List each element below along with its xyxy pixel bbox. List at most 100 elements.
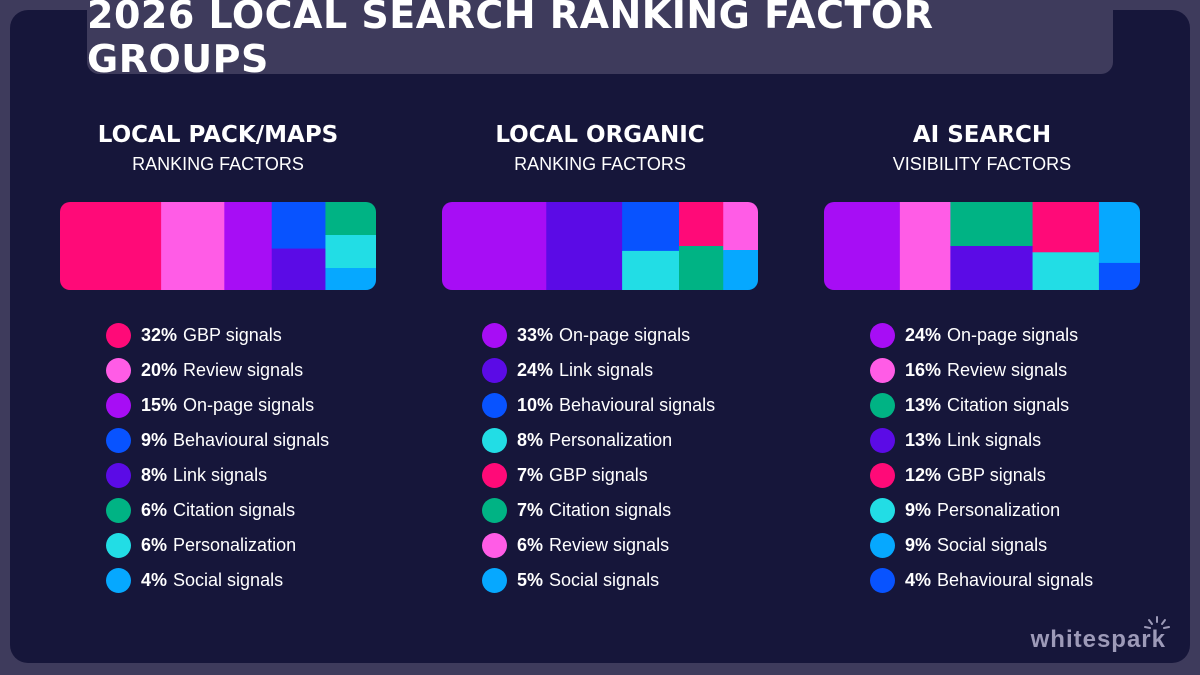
legend-dot bbox=[870, 533, 895, 558]
legend-dot bbox=[106, 498, 131, 523]
treemap-cell-link-signals bbox=[950, 246, 1034, 290]
panel-title: LOCAL PACK/MAPS bbox=[97, 122, 339, 148]
legend-item: 16% Review signals bbox=[870, 353, 1093, 388]
legend-percent: 9% bbox=[905, 500, 932, 520]
treemap-cell-link-signals bbox=[271, 248, 326, 290]
treemap-cell-on-page-signals bbox=[224, 202, 273, 290]
legend-local-organic: 33% On-page signals 24% Link signals 10% Beha… bbox=[482, 318, 715, 598]
legend-item: 13% Citation signals bbox=[870, 388, 1093, 423]
treemap-local-organic bbox=[442, 202, 758, 290]
chart-frame bbox=[10, 10, 1190, 663]
treemap-cell-gbp-signals bbox=[1032, 202, 1100, 253]
legend-dot bbox=[482, 498, 507, 523]
legend-dot bbox=[870, 568, 895, 593]
legend-label: GBP signals bbox=[183, 325, 282, 345]
legend-percent: 8% bbox=[517, 430, 544, 450]
legend-label: Personalization bbox=[937, 500, 1061, 520]
legend-percent: 16% bbox=[905, 360, 942, 380]
legend-item: 4% Social signals bbox=[106, 563, 329, 598]
legend-dot bbox=[482, 568, 507, 593]
legend-label: Review signals bbox=[549, 535, 670, 555]
legend-dot bbox=[482, 533, 507, 558]
legend-ai-search: 24% On-page signals 16% Review signals 13% Ci… bbox=[870, 318, 1093, 598]
legend-label: Behavioural signals bbox=[937, 570, 1094, 590]
treemap-cell-gbp-signals bbox=[60, 202, 162, 290]
legend-percent: 6% bbox=[141, 500, 168, 520]
treemap-cell-link-signals bbox=[546, 202, 623, 290]
legend-label: Personalization bbox=[173, 535, 297, 555]
spark-icon bbox=[1144, 616, 1170, 629]
legend-item: 24% On-page signals bbox=[870, 318, 1093, 353]
panel-local-pack: LOCAL PACK/MAPS RANKING FACTORS 32% GBP s… bbox=[28, 0, 408, 675]
treemap-cell-social-signals bbox=[325, 268, 376, 290]
whitespark-logo: whitespark bbox=[1030, 626, 1166, 653]
legend-label: Citation signals bbox=[549, 500, 672, 520]
legend-label: On-page signals bbox=[947, 325, 1079, 345]
legend-dot bbox=[106, 428, 131, 453]
treemap-cell-personalization bbox=[622, 250, 680, 290]
legend-dot bbox=[870, 463, 895, 488]
legend-item: 12% GBP signals bbox=[870, 458, 1093, 493]
legend-item: 9% Social signals bbox=[870, 528, 1093, 563]
chart-title: 2026 LOCAL SEARCH RANKING FACTOR GROUPS bbox=[87, 0, 934, 81]
panel-subtitle: RANKING FACTORS bbox=[132, 154, 304, 174]
legend-dot bbox=[106, 323, 131, 348]
legend-label: Link signals bbox=[559, 360, 654, 380]
treemap-cell-on-page-signals bbox=[824, 202, 901, 290]
treemap-cell-personalization bbox=[325, 235, 376, 269]
panel-title: AI SEARCH bbox=[912, 122, 1052, 148]
legend-label: Personalization bbox=[549, 430, 673, 450]
treemap-cell-behavioural-signals bbox=[622, 202, 680, 252]
treemap-cell-review-signals bbox=[899, 202, 951, 290]
panel-subtitle: VISIBILITY FACTORS bbox=[892, 154, 1072, 174]
legend-local-pack: 32% GBP signals 20% Review signals 15% On-pag… bbox=[106, 318, 329, 598]
treemap-cell-review-signals bbox=[723, 202, 758, 251]
panel-subtitle: RANKING FACTORS bbox=[514, 154, 686, 174]
legend-item: 6% Review signals bbox=[482, 528, 715, 563]
legend-percent: 10% bbox=[517, 395, 554, 415]
legend-item: 20% Review signals bbox=[106, 353, 329, 388]
legend-item: 4% Behavioural signals bbox=[870, 563, 1093, 598]
legend-percent: 24% bbox=[517, 360, 554, 380]
legend-dot bbox=[482, 463, 507, 488]
legend-dot bbox=[870, 393, 895, 418]
legend-item: 5% Social signals bbox=[482, 563, 715, 598]
legend-item: 32% GBP signals bbox=[106, 318, 329, 353]
legend-dot bbox=[870, 428, 895, 453]
legend-percent: 9% bbox=[905, 535, 932, 555]
legend-dot bbox=[106, 463, 131, 488]
treemap-ai-search bbox=[824, 202, 1140, 290]
legend-dot bbox=[482, 358, 507, 383]
legend-dot bbox=[482, 428, 507, 453]
legend-item: 15% On-page signals bbox=[106, 388, 329, 423]
legend-label: On-page signals bbox=[559, 325, 691, 345]
treemap-cell-citation-signals bbox=[679, 246, 724, 290]
legend-item: 9% Behavioural signals bbox=[106, 423, 329, 458]
treemap-local-pack bbox=[60, 202, 376, 290]
legend-item: 8% Personalization bbox=[482, 423, 715, 458]
legend-item: 33% On-page signals bbox=[482, 318, 715, 353]
legend-label: Citation signals bbox=[947, 395, 1070, 415]
legend-percent: 15% bbox=[141, 395, 178, 415]
treemap-cell-personalization bbox=[1032, 252, 1100, 290]
legend-percent: 20% bbox=[141, 360, 178, 380]
legend-item: 6% Personalization bbox=[106, 528, 329, 563]
panel-local-organic: LOCAL ORGANIC RANKING FACTORS 33% On-page… bbox=[410, 0, 790, 675]
treemap-cell-behavioural-signals bbox=[1098, 262, 1140, 290]
legend-label: Social signals bbox=[173, 570, 284, 590]
legend-label: GBP signals bbox=[549, 465, 648, 485]
legend-percent: 4% bbox=[905, 570, 932, 590]
legend-percent: 7% bbox=[517, 500, 544, 520]
legend-item: 10% Behavioural signals bbox=[482, 388, 715, 423]
treemap-cell-social-signals bbox=[723, 250, 758, 290]
treemap-cell-review-signals bbox=[161, 202, 225, 290]
panel-ai-search: AI SEARCH VISIBILITY FACTORS 24% On-page … bbox=[792, 0, 1172, 675]
legend-label: Behavioural signals bbox=[559, 395, 716, 415]
legend-label: Review signals bbox=[947, 360, 1068, 380]
legend-percent: 32% bbox=[141, 325, 178, 345]
legend-dot bbox=[106, 568, 131, 593]
legend-item: 8% Link signals bbox=[106, 458, 329, 493]
legend-percent: 13% bbox=[905, 430, 942, 450]
legend-percent: 6% bbox=[517, 535, 544, 555]
legend-dot bbox=[106, 393, 131, 418]
